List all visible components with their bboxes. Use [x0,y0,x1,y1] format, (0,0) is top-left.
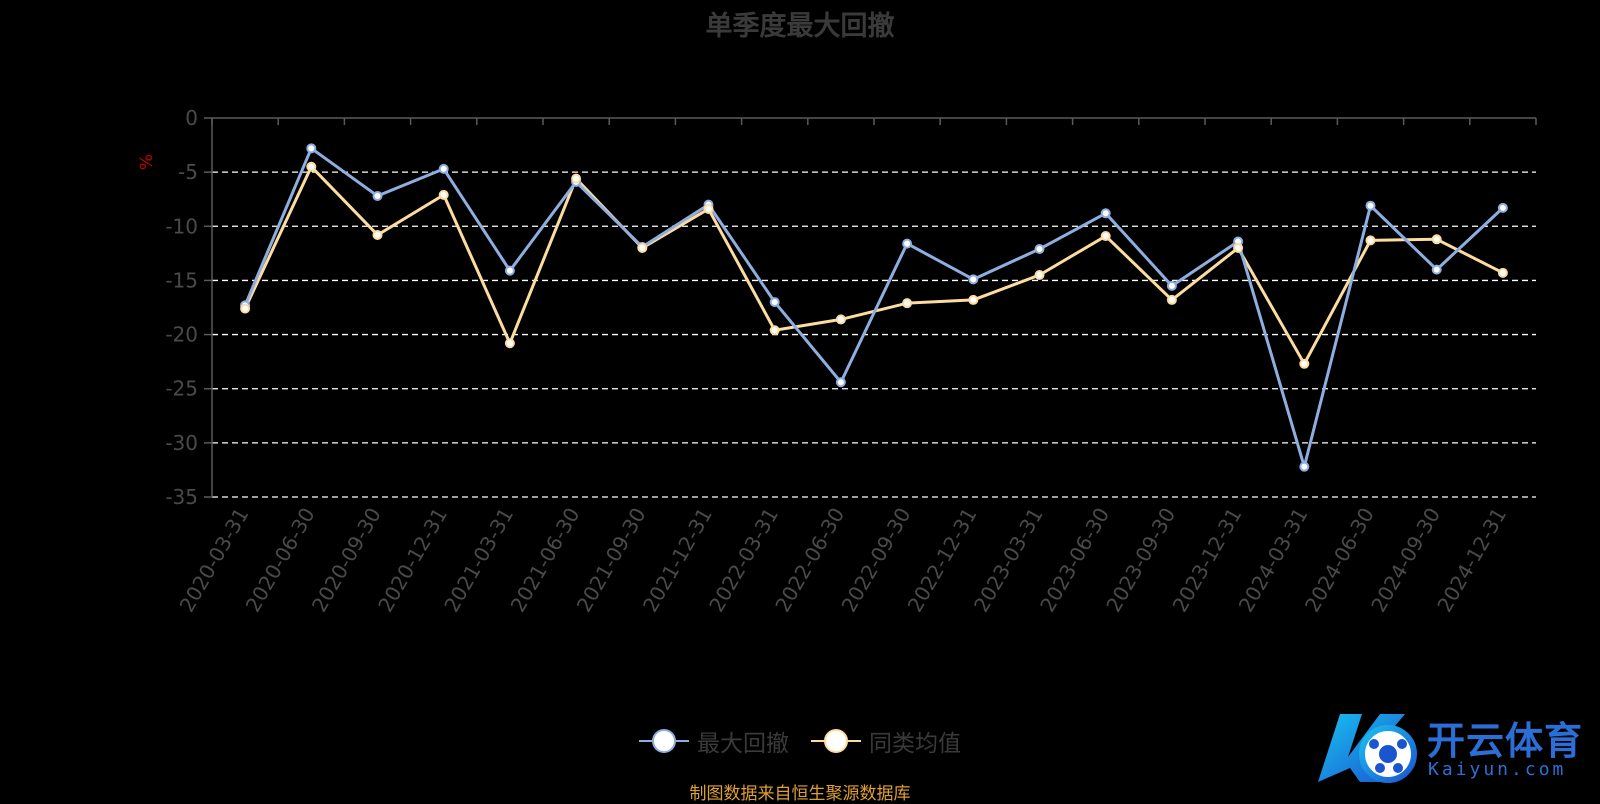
legend-marker-peer-average [811,729,861,753]
data-point-1 [1034,270,1045,281]
y-tick-label: 0 [185,106,198,130]
data-point-1 [240,303,251,314]
data-point-0 [902,238,913,249]
x-tick-label: 2024-03-31 [1234,504,1313,617]
legend-label-peer-average: 同类均值 [869,731,961,757]
data-point-1 [835,314,846,325]
series-line-0 [243,146,1504,469]
y-tick-label: -30 [165,431,198,455]
data-point-1 [1233,242,1244,253]
data-point-0 [1497,202,1508,213]
data-point-1 [306,161,317,172]
data-source-note: 制图数据来自恒生聚源数据库 [689,784,911,804]
x-tick-label: 2024-12-31 [1432,504,1511,617]
data-point-0 [835,377,846,388]
legend-label-max-drawdown: 最大回撤 [697,731,789,757]
x-tick-label: 2021-06-30 [506,504,585,617]
grid-lines [212,171,1536,498]
chart-title: 单季度最大回撤 [705,11,895,42]
x-tick-label: 2023-09-30 [1101,504,1180,617]
data-point-1 [1100,231,1111,242]
data-point-1 [1431,234,1442,245]
x-tick-label: 2020-03-31 [175,504,254,617]
data-point-1 [1166,294,1177,305]
y-tick-label: -35 [165,485,198,509]
data-point-1 [1299,358,1310,369]
data-point-1 [571,173,582,184]
data-point-0 [504,265,515,276]
x-tick-label: 2024-06-30 [1300,504,1379,617]
y-tick-label: -10 [165,214,198,238]
y-tick-label: -15 [165,268,198,292]
data-point-0 [1365,200,1376,211]
x-tick-label: 2022-06-30 [770,504,849,617]
data-point-0 [438,163,449,174]
data-point-0 [306,143,317,154]
data-point-1 [372,229,383,240]
x-tick-label: 2023-03-31 [969,504,1048,617]
legend-marker-max-drawdown [639,729,689,753]
data-point-1 [637,242,648,253]
series-lines [240,143,1508,472]
data-point-0 [1100,208,1111,219]
x-tick-label: 2021-09-30 [572,504,651,617]
legend-item-max-drawdown[interactable]: 最大回撤 [639,724,789,758]
data-point-1 [769,325,780,336]
x-tick-label: 2023-06-30 [1035,504,1114,617]
y-axis-unit: % [137,154,157,170]
data-point-1 [1497,267,1508,278]
x-tick-labels: 2020-03-312020-06-302020-09-302020-12-31… [175,504,1512,617]
data-point-1 [703,203,714,214]
x-tick-label: 2020-09-30 [307,504,386,617]
x-tick-label: 2023-12-31 [1168,504,1247,617]
data-point-0 [1166,280,1177,291]
y-tick-label: -25 [165,377,198,401]
data-point-1 [504,338,515,349]
data-point-1 [968,294,979,305]
logo-subtext: Kaiyun.com [1428,759,1567,780]
y-tick-labels: 0 -5 -10 -15 -20 -25 -30 -35 [165,106,198,509]
x-tick-label: 2022-12-31 [903,504,982,617]
data-point-0 [1034,244,1045,255]
x-tick-label: 2020-06-30 [241,504,320,617]
x-tick-label: 2021-12-31 [638,504,717,617]
logo-text: 开云体育 [1427,719,1584,763]
logo-ball-icon [1318,714,1417,783]
y-tick-label: -20 [165,323,198,347]
x-tick-label: 2020-12-31 [373,504,452,617]
data-point-0 [372,190,383,201]
data-point-1 [1365,235,1376,246]
x-tick-label: 2022-03-31 [704,504,783,617]
data-point-0 [769,297,780,308]
data-point-0 [1431,264,1442,275]
x-tick-label: 2021-03-31 [439,504,518,617]
x-tick-label: 2024-09-30 [1366,504,1445,617]
data-point-0 [1299,461,1310,472]
brand-logo: 开云体育 Kaiyun.com [1310,702,1600,792]
data-point-1 [438,189,449,200]
data-point-0 [968,274,979,285]
axes [204,117,1537,498]
x-tick-label: 2022-09-30 [837,504,916,617]
legend: 最大回撤 同类均值 [0,721,1600,761]
data-point-1 [902,298,913,309]
y-tick-label: -5 [178,160,198,184]
legend-item-peer-average[interactable]: 同类均值 [811,724,961,758]
